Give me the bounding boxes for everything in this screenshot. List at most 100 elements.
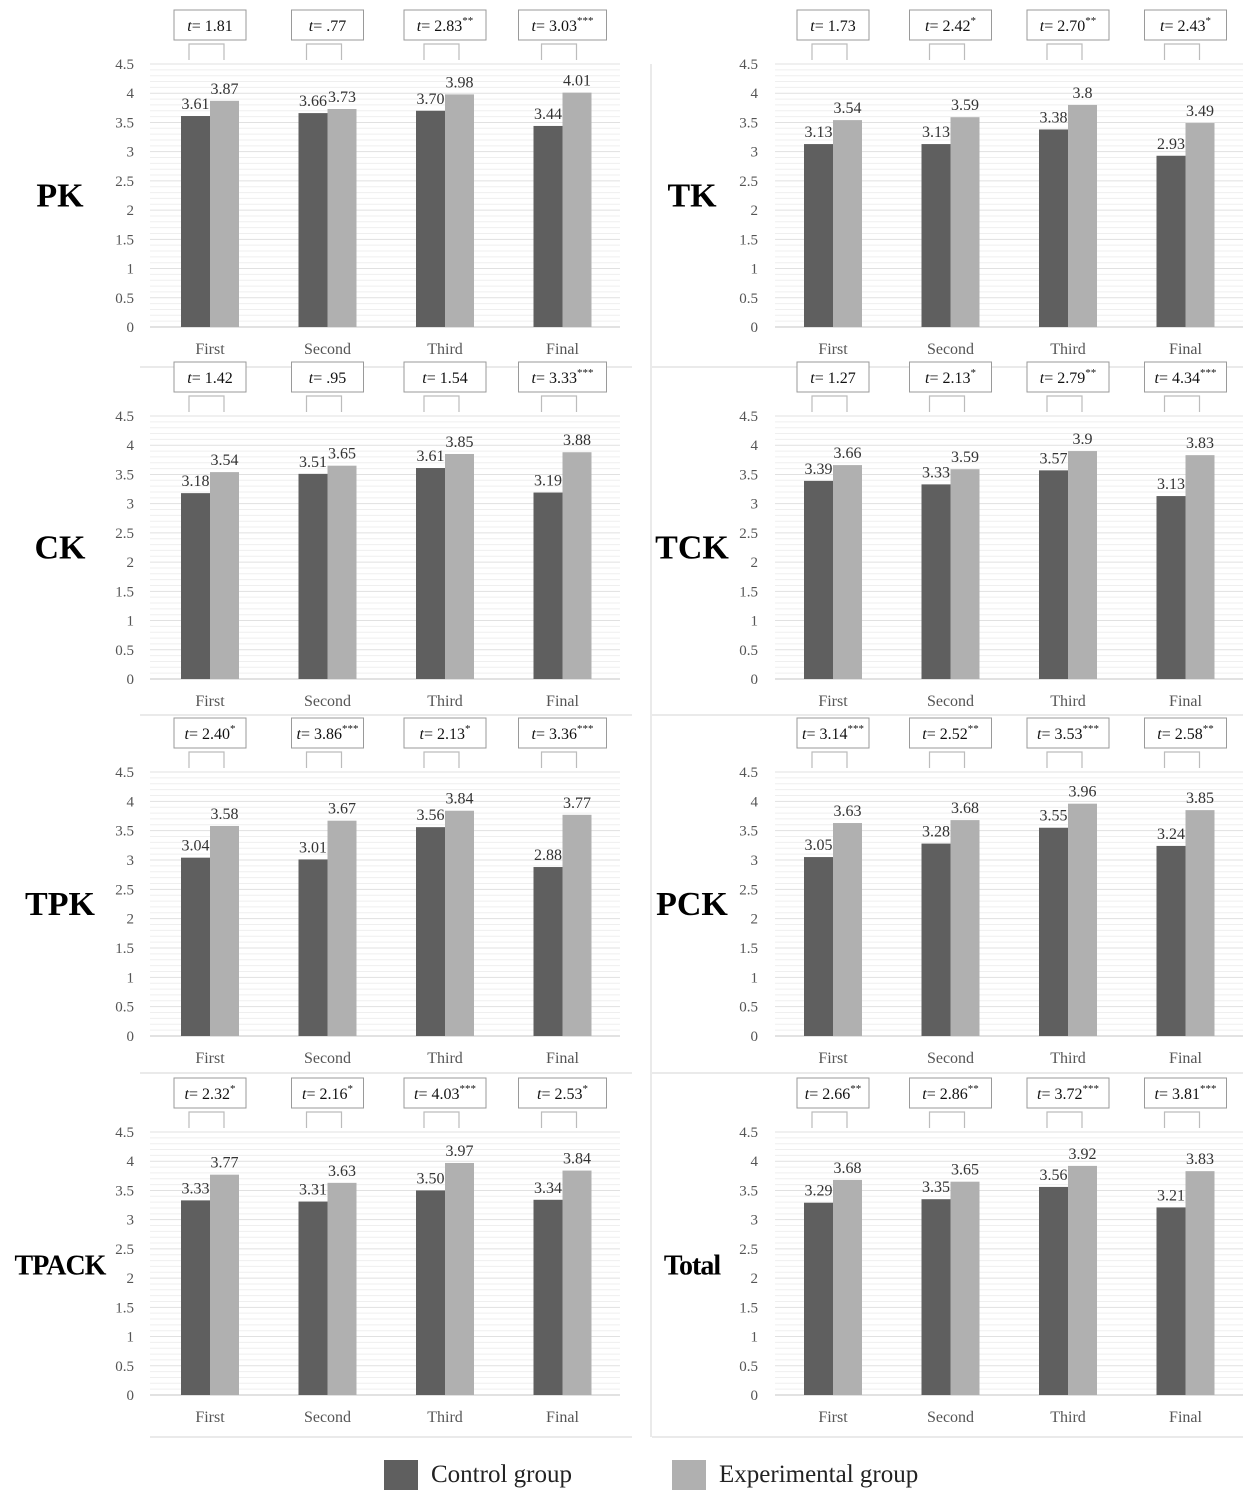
t-test-box	[1144, 1077, 1227, 1109]
significance-bracket	[1163, 1111, 1201, 1128]
data-label: 3.21	[1157, 1187, 1185, 1204]
panel-label: TPK	[25, 886, 95, 923]
t-test-label: t= 2.42*	[925, 15, 976, 35]
y-tick-label: 0	[751, 320, 759, 336]
y-tick-label: 2.5	[739, 174, 758, 190]
x-tick-label: Final	[1169, 341, 1202, 358]
experimental-bar	[1185, 455, 1215, 679]
significance-bracket	[1163, 751, 1201, 768]
x-tick-label: Final	[1169, 1050, 1202, 1067]
data-label: 2.88	[534, 847, 562, 864]
t-test-label: t= 4.03***	[414, 1083, 476, 1103]
significance-bracket	[928, 1111, 966, 1128]
x-tick-label: Final	[546, 693, 579, 710]
y-tick-label: 2	[751, 1271, 759, 1287]
y-tick-label: 1.5	[115, 1300, 134, 1316]
x-tick-label: First	[195, 1050, 225, 1067]
control-bar	[298, 473, 328, 679]
panel-label: TCK	[655, 530, 729, 567]
data-label: 3.9	[1073, 431, 1093, 448]
y-tick-label: 1	[127, 1330, 135, 1346]
data-label: 3.51	[299, 454, 327, 471]
y-tick-label: 4.5	[739, 409, 758, 425]
data-label: 3.49	[1186, 103, 1214, 120]
control-bar	[181, 493, 210, 679]
y-tick-label: 1	[127, 262, 135, 278]
y-tick-label: 3	[751, 853, 759, 869]
data-label: 3.28	[922, 824, 950, 841]
significance-bracket	[305, 395, 343, 412]
x-tick-label: Third	[1050, 1050, 1086, 1067]
control-bar	[1039, 470, 1068, 679]
t-test-label: t= 2.53*	[537, 1083, 588, 1103]
t-test-label: t= 2.66**	[805, 1083, 861, 1103]
control-bar	[298, 113, 328, 328]
experimental-bar	[327, 465, 357, 679]
control-bar	[804, 144, 833, 327]
experimental-bar	[562, 1170, 592, 1395]
significance-bracket	[423, 43, 460, 60]
x-tick-label: First	[818, 1409, 848, 1426]
control-bar	[921, 144, 951, 327]
y-tick-label: 3	[127, 853, 135, 869]
control-bar	[416, 468, 445, 679]
t-test-box	[518, 717, 607, 749]
data-label: 3.92	[1069, 1146, 1097, 1163]
t-test-label: t= .77	[309, 18, 346, 35]
significance-bracket	[811, 751, 848, 768]
t-test-label: t= 3.33***	[532, 367, 594, 387]
data-label: 3.05	[805, 837, 833, 854]
data-label: 3.50	[417, 1170, 445, 1187]
data-label: 3.63	[834, 803, 862, 820]
x-tick-label: First	[818, 1050, 848, 1067]
x-tick-label: Second	[927, 1050, 974, 1067]
experimental-bar	[950, 469, 980, 679]
experimental-bar	[1185, 810, 1215, 1036]
data-label: 3.33	[922, 464, 950, 481]
data-label: 3.88	[563, 432, 591, 449]
data-label: 3.83	[1186, 1151, 1214, 1168]
control-bar	[921, 1199, 951, 1395]
x-tick-label: First	[195, 693, 225, 710]
panel-tck: 0 0.5 1 1.5 2 2.5 3 3.5 4 4.5 TCK First 3.393.66 t= 1…	[655, 361, 1243, 710]
control-bar	[1156, 845, 1186, 1036]
control-bar	[181, 1200, 210, 1395]
y-tick-label: 0.5	[739, 643, 758, 659]
experimental-bar	[1185, 123, 1215, 327]
y-tick-label: 4.5	[115, 409, 134, 425]
x-tick-label: Final	[546, 1050, 579, 1067]
x-tick-label: Final	[1169, 1409, 1202, 1426]
data-label: 3.24	[1157, 826, 1185, 843]
control-bar	[533, 1199, 563, 1395]
panel-label: Total	[664, 1251, 721, 1282]
experimental-bar	[1068, 1165, 1097, 1395]
data-label: 3.54	[834, 100, 862, 117]
experimental-bar	[210, 1174, 239, 1395]
y-tick-label: 1	[751, 1330, 759, 1346]
t-test-label: t= 1.81	[187, 18, 232, 35]
significance-bracket	[811, 395, 848, 412]
data-label: 3.44	[534, 106, 562, 123]
experimental-bar	[1068, 803, 1097, 1036]
y-tick-label: 4.5	[739, 1125, 758, 1141]
y-tick-label: 3.5	[739, 1183, 758, 1199]
t-test-box	[909, 717, 992, 749]
data-label: 3.61	[182, 96, 210, 113]
y-tick-label: 2	[127, 1271, 135, 1287]
y-tick-label: 2.5	[739, 1242, 758, 1258]
control-bar	[1039, 129, 1068, 327]
x-tick-label: Final	[546, 341, 579, 358]
significance-bracket	[423, 751, 460, 768]
y-tick-label: 1	[751, 262, 759, 278]
y-tick-label: 4	[751, 438, 759, 454]
experimental-bar	[950, 1181, 980, 1395]
y-tick-label: 3	[751, 1213, 759, 1229]
significance-bracket	[1046, 751, 1083, 768]
t-test-label: t= 2.13*	[420, 723, 471, 743]
x-tick-label: Third	[427, 341, 463, 358]
legend-label-control: Control group	[431, 1461, 572, 1488]
t-test-label: t= 3.14***	[802, 723, 864, 743]
t-test-label: t= 2.70**	[1040, 15, 1096, 35]
t-test-box	[909, 1077, 992, 1109]
data-label: 3.54	[211, 452, 239, 469]
